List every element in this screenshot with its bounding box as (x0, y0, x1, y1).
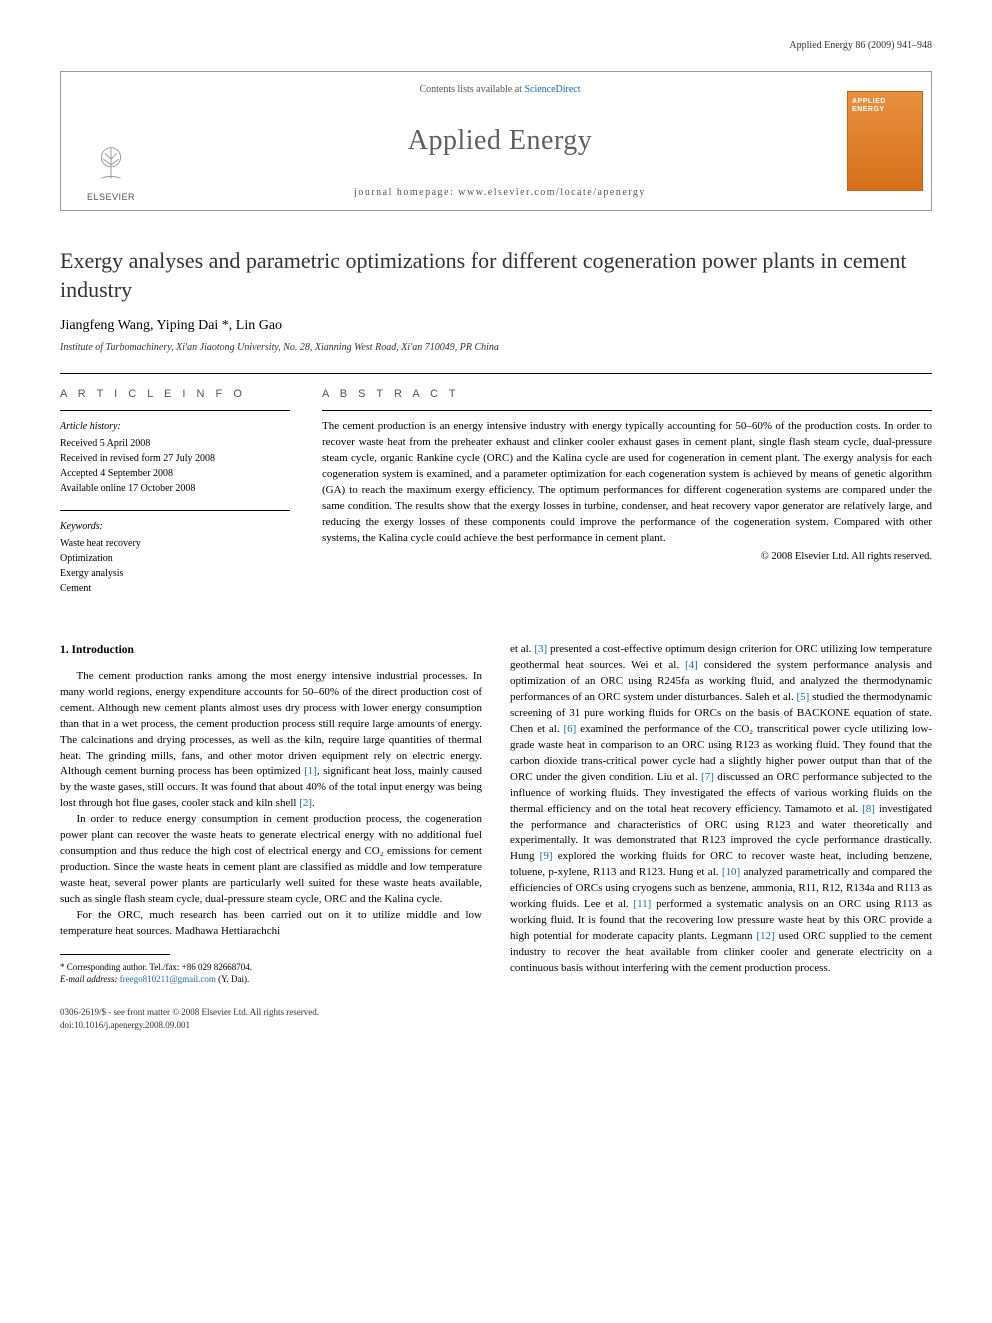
keyword: Waste heat recovery (60, 536, 290, 551)
journal-homepage-line: journal homepage: www.elsevier.com/locat… (161, 187, 839, 198)
contents-prefix: Contents lists available at (419, 84, 524, 95)
ref-citation[interactable]: [10] (722, 866, 740, 878)
keyword: Cement (60, 581, 290, 596)
abstract-heading: A B S T R A C T (322, 388, 932, 400)
abstract-text: The cement production is an energy inten… (322, 410, 932, 547)
publisher-name: ELSEVIER (87, 192, 135, 202)
ref-citation[interactable]: [6] (564, 723, 577, 735)
history-line: Accepted 4 September 2008 (60, 466, 290, 481)
article-history-block: Article history: Received 5 April 2008 R… (60, 410, 290, 496)
journal-center: Contents lists available at ScienceDirec… (161, 72, 839, 210)
intro-paragraph: The cement production ranks among the mo… (60, 669, 482, 812)
elsevier-logo: ELSEVIER (87, 140, 135, 202)
ref-citation[interactable]: [11] (633, 898, 651, 910)
body-columns: 1. Introduction The cement production ra… (60, 642, 932, 986)
history-line: Received in revised form 27 July 2008 (60, 451, 290, 466)
ref-citation[interactable]: [2] (299, 797, 312, 809)
homepage-prefix: journal homepage: (354, 187, 458, 198)
cover-cell: APPLIED ENERGY (839, 72, 931, 210)
journal-name: Applied Energy (161, 125, 839, 157)
history-label: Article history: (60, 419, 290, 434)
cover-thumbnail: APPLIED ENERGY (847, 91, 923, 191)
page-footer: 0306-2619/$ - see front matter © 2008 El… (60, 1006, 932, 1031)
ref-citation[interactable]: [4] (685, 659, 698, 671)
keywords-block: Keywords: Waste heat recovery Optimizati… (60, 510, 290, 596)
ref-citation[interactable]: [7] (701, 771, 714, 783)
email-line: E-mail address: freego810211@gmail.com (… (60, 973, 482, 986)
email-value[interactable]: freego810211@gmail.com (120, 974, 216, 984)
footer-line2: doi:10.1016/j.apenergy.2008.09.001 (60, 1019, 932, 1032)
ref-citation[interactable]: [3] (534, 643, 547, 655)
corresponding-line: * Corresponding author. Tel./fax: +86 02… (60, 961, 482, 974)
author-affiliation: Institute of Turbomachinery, Xi'an Jiaot… (60, 342, 932, 353)
intro-paragraph: For the ORC, much research has been carr… (60, 908, 482, 940)
page-root: Applied Energy 86 (2009) 941–948 ELSEVIE… (0, 0, 992, 1071)
email-label: E-mail address: (60, 974, 117, 984)
cover-title-line1: APPLIED (852, 98, 918, 106)
keywords-label: Keywords: (60, 519, 290, 534)
ref-citation[interactable]: [5] (797, 691, 810, 703)
elsevier-tree-icon (88, 140, 134, 186)
article-info-heading: A R T I C L E I N F O (60, 388, 290, 400)
cover-title-line2: ENERGY (852, 106, 918, 114)
abstract-column: A B S T R A C T The cement production is… (322, 388, 932, 610)
corresponding-author-footnote: * Corresponding author. Tel./fax: +86 02… (60, 961, 482, 986)
ref-citation[interactable]: [8] (862, 803, 875, 815)
article-info-column: A R T I C L E I N F O Article history: R… (60, 388, 290, 610)
intro-paragraph-col2: et al. [3] presented a cost-effective op… (510, 642, 932, 977)
ref-citation[interactable]: [12] (756, 930, 774, 942)
section-heading-intro: 1. Introduction (60, 642, 482, 659)
contents-available-line: Contents lists available at ScienceDirec… (161, 84, 839, 95)
homepage-url: www.elsevier.com/locate/apenergy (458, 187, 646, 198)
ref-citation[interactable]: [9] (540, 850, 553, 862)
email-who: (Y. Dai). (218, 974, 249, 984)
abstract-copyright: © 2008 Elsevier Ltd. All rights reserved… (322, 551, 932, 562)
intro-paragraph: In order to reduce energy consumption in… (60, 812, 482, 908)
history-line: Received 5 April 2008 (60, 436, 290, 451)
article-title: Exergy analyses and parametric optimizat… (60, 247, 932, 304)
footnote-separator (60, 954, 170, 955)
footer-line1: 0306-2619/$ - see front matter © 2008 El… (60, 1006, 932, 1019)
history-line: Available online 17 October 2008 (60, 481, 290, 496)
keyword: Optimization (60, 551, 290, 566)
publisher-logo-cell: ELSEVIER (61, 72, 161, 210)
authors-line: Jiangfeng Wang, Yiping Dai *, Lin Gao (60, 318, 932, 334)
ref-citation[interactable]: [1] (304, 765, 317, 777)
journal-header-box: ELSEVIER Contents lists available at Sci… (60, 71, 932, 211)
keyword: Exergy analysis (60, 566, 290, 581)
info-abstract-row: A R T I C L E I N F O Article history: R… (60, 373, 932, 610)
sciencedirect-link[interactable]: ScienceDirect (524, 84, 580, 95)
running-header: Applied Energy 86 (2009) 941–948 (60, 40, 932, 51)
